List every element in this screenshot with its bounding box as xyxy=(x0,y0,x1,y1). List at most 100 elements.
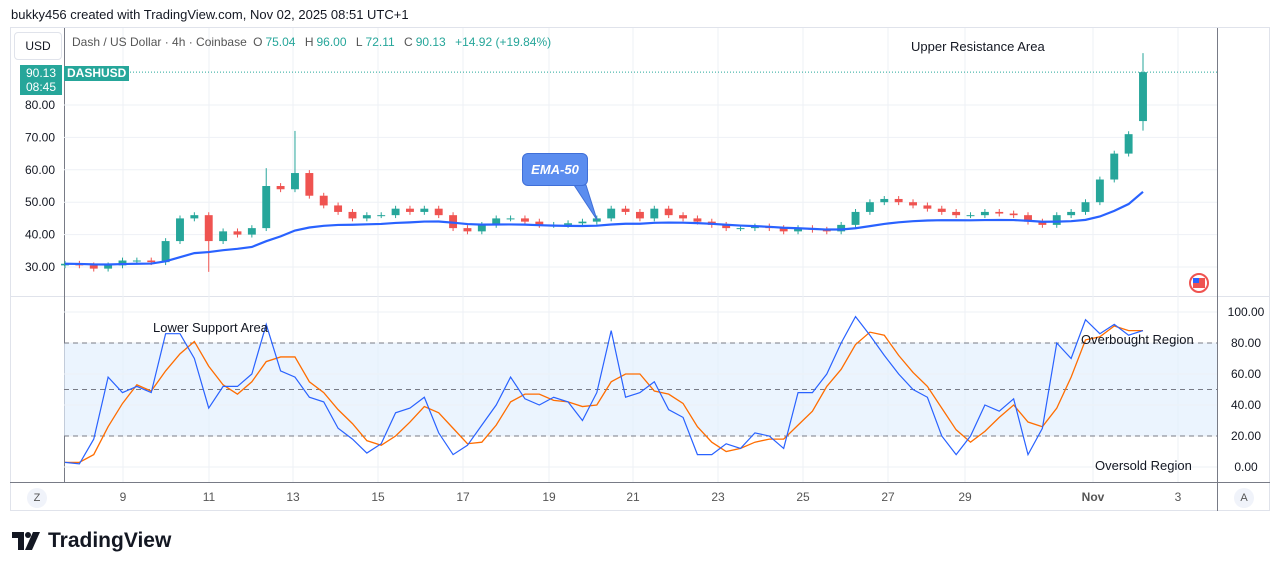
last-price-badge: 90.13 08:45 xyxy=(20,65,62,95)
candle-body xyxy=(894,198,903,203)
candle-body xyxy=(348,211,357,219)
candle-body xyxy=(147,260,156,263)
candle-body xyxy=(1139,72,1147,122)
candle-body xyxy=(204,215,213,242)
candle-body xyxy=(635,211,644,219)
candle-body xyxy=(937,208,946,212)
candle-body xyxy=(1081,202,1090,212)
high-value: 96.00 xyxy=(316,35,347,49)
candle-body xyxy=(520,218,529,222)
candle-body xyxy=(104,265,113,269)
candle-body xyxy=(851,211,860,225)
stoch-tick-label: 20.00 xyxy=(1231,429,1261,443)
stoch-tick-label: 0.00 xyxy=(1234,460,1258,474)
candle-body xyxy=(89,265,98,269)
price-tick-label: 50.00 xyxy=(25,195,55,209)
lower-support-label: Lower Support Area xyxy=(153,320,268,335)
candle-body xyxy=(980,211,989,216)
date-tick-label: 9 xyxy=(120,490,127,504)
change-value: +14.92 (+19.84%) xyxy=(455,35,552,49)
candle-body xyxy=(219,231,228,242)
oversold-label: Oversold Region xyxy=(1095,458,1192,473)
candle-body xyxy=(607,208,616,219)
date-tick-label: 11 xyxy=(203,490,216,504)
price-tick-label: 40.00 xyxy=(25,228,55,242)
price-tick-label: 30.00 xyxy=(25,260,55,274)
candle-body xyxy=(966,215,975,217)
currency-button[interactable]: USD xyxy=(14,32,62,60)
price-tick-label: 80.00 xyxy=(25,98,55,112)
candle-body xyxy=(1009,213,1018,216)
candle-body xyxy=(492,218,501,225)
bar-countdown: 08:45 xyxy=(25,80,57,94)
chart-frame xyxy=(10,27,1270,511)
overbought-label: Overbought Region xyxy=(1081,332,1194,347)
candle-body xyxy=(391,208,400,216)
candle-body xyxy=(722,224,731,229)
candle-body xyxy=(693,218,702,222)
date-tick-label: 15 xyxy=(371,490,385,504)
candle-body xyxy=(1038,221,1047,225)
open-label: O xyxy=(253,35,263,49)
tradingview-logo: TradingView xyxy=(12,529,171,553)
candle-body xyxy=(664,208,673,216)
candle-body xyxy=(247,228,256,235)
candle-body xyxy=(952,211,961,216)
candle-body xyxy=(377,215,386,217)
candle-body xyxy=(276,186,285,190)
candle-body xyxy=(463,228,472,232)
us-flag-canton-icon xyxy=(1193,278,1199,283)
price-tick-label: 60.00 xyxy=(25,163,55,177)
symbol-tag: DASHUSD xyxy=(64,66,130,81)
date-tick-label: 13 xyxy=(286,490,300,504)
price-tick-label: 70.00 xyxy=(25,130,55,144)
candle-body xyxy=(880,198,889,203)
candle-body xyxy=(262,186,271,229)
candle-body xyxy=(233,231,242,235)
candle-body xyxy=(865,202,874,212)
candle-body xyxy=(291,173,299,190)
logo-text: TradingView xyxy=(48,529,172,552)
close-value: 90.13 xyxy=(415,35,446,49)
candle-body xyxy=(506,218,515,220)
candle-body xyxy=(794,228,802,232)
close-label: C xyxy=(404,35,413,49)
candle-body xyxy=(564,223,573,225)
candle-body xyxy=(1052,215,1061,225)
stoch-tick-label: 40.00 xyxy=(1231,398,1261,412)
candle-body xyxy=(477,224,486,232)
candle-body xyxy=(779,228,788,232)
candle-body xyxy=(1095,179,1104,203)
auto-scale-z-button[interactable]: Z xyxy=(27,488,47,508)
candle-body xyxy=(362,215,371,219)
tradingview-logo-icon xyxy=(12,532,40,550)
candle-body xyxy=(434,208,443,216)
candle-body xyxy=(837,224,846,232)
candle-body xyxy=(621,208,630,212)
high-label: H xyxy=(304,35,314,49)
date-tick-label: 25 xyxy=(796,490,810,504)
candle-body xyxy=(650,208,659,219)
candle-body xyxy=(1024,215,1032,222)
date-tick-label: 23 xyxy=(711,490,725,504)
date-tick-label: 29 xyxy=(958,490,972,504)
candle-body xyxy=(909,202,917,206)
date-tick-label: 27 xyxy=(881,490,895,504)
stoch-tick-label: 60.00 xyxy=(1231,367,1261,381)
last-price: 90.13 xyxy=(25,66,57,80)
candle-body xyxy=(995,211,1004,214)
candle-body xyxy=(305,173,314,196)
date-tick-label: 3 xyxy=(1175,490,1182,504)
candle-body xyxy=(161,241,170,263)
chart-credit: bukky456 created with TradingView.com, N… xyxy=(11,7,409,22)
auto-scale-a-button[interactable]: A xyxy=(1234,488,1254,508)
candle-body xyxy=(420,208,429,212)
open-value: 75.04 xyxy=(265,35,296,49)
candle-body xyxy=(1124,134,1133,154)
stoch-d-line xyxy=(65,325,1143,464)
ema-callout: EMA-50 xyxy=(522,153,588,186)
symbol-legend: Dash / US Dollar · 4h · Coinbase O 75.04 … xyxy=(72,35,554,49)
symbol-description[interactable]: Dash / US Dollar · 4h · Coinbase xyxy=(72,35,247,49)
low-label: L xyxy=(355,35,363,49)
